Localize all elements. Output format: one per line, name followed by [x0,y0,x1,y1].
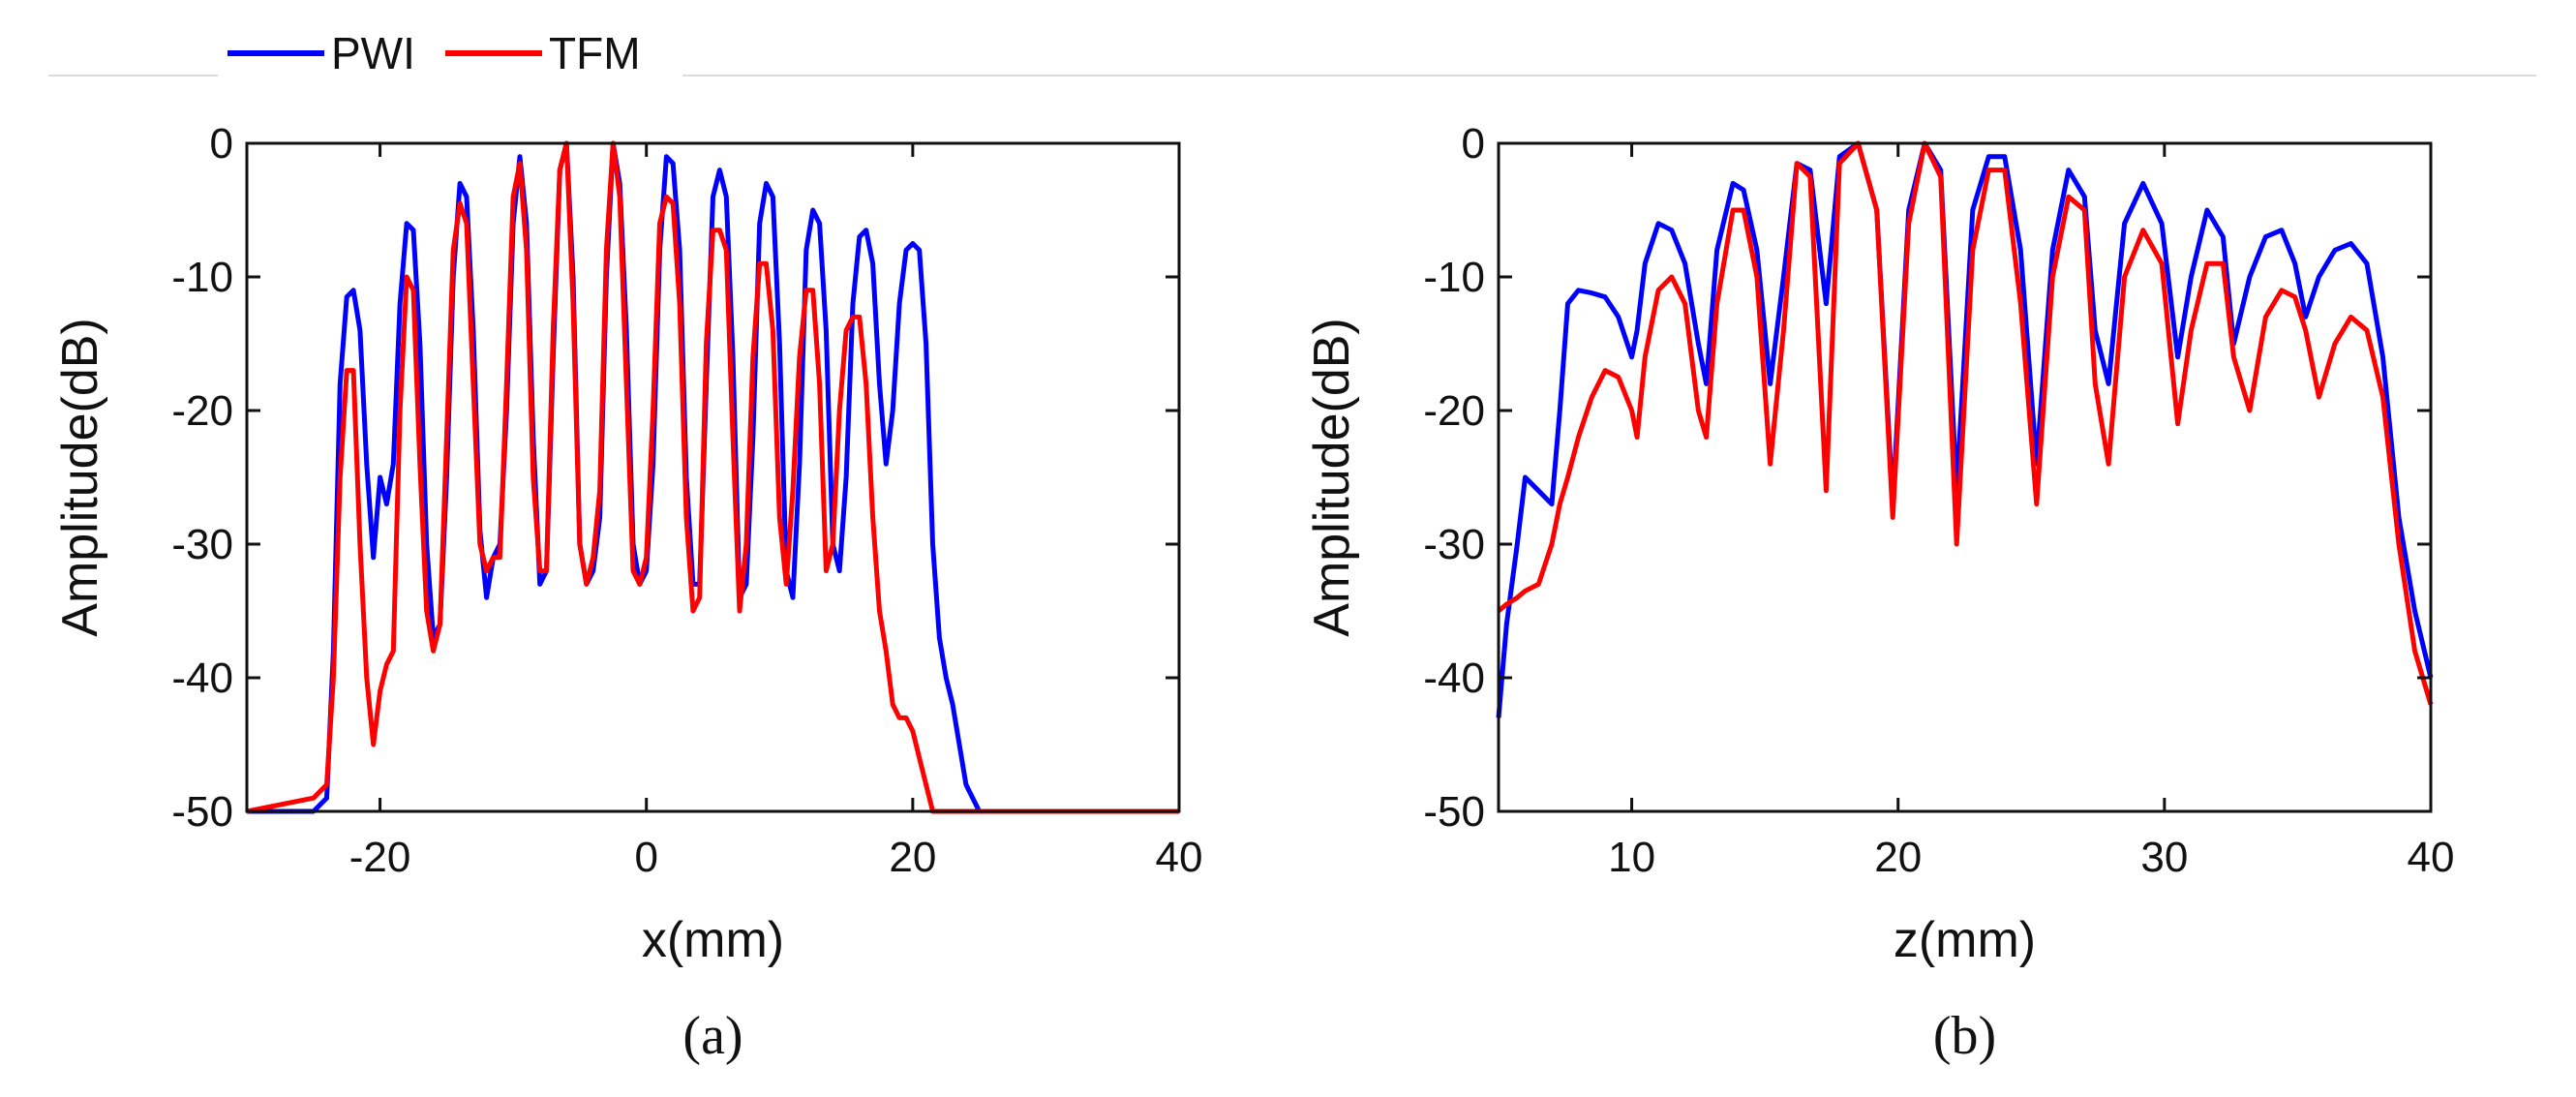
legend-label-pwi: PWI [331,28,415,78]
x-tick-label-a: 20 [889,834,936,881]
x-axis-b: 10 20 30 40 [1608,143,2454,881]
y-tick-label-b: -50 [1423,788,1485,836]
y-tick-label-a: -20 [171,387,233,435]
y-tick-label-b: 0 [1462,120,1485,168]
x-tick-label-b: 10 [1608,834,1655,881]
x-axis-label-b: z(mm) [1894,912,2036,968]
x-axis-label-a: x(mm) [642,912,784,968]
y-tick-label-b: -30 [1423,521,1485,568]
plot-area-a [246,140,1179,814]
y-axis-label-a: Amplitude(dB) [52,318,108,636]
x-tick-label-b: 40 [2408,834,2455,881]
legend: PWI TFM [218,19,682,87]
y-axis-b: 0 -10 -20 -30 -40 -50 [1423,120,2431,836]
chart-panel-b: 0-10-20-30-40-50 10 20 30 40 Amplitude(dB) … [1304,120,2454,1066]
x-tick-label-a: -20 [349,834,411,881]
x-tick-label-b: 20 [1874,834,1922,881]
legend-label-tfm: TFM [549,28,641,78]
y-axis-a: 0 -10 -20 -30 -40 -50 [171,120,1179,836]
x-axis-a: -20 0 20 40 [349,143,1203,881]
y-tick-label-a: -40 [171,655,233,702]
y-tick-label-a: -50 [171,788,233,836]
x-tick-label-b: 30 [2140,834,2188,881]
y-tick-label-a: -10 [171,254,233,301]
plot-area-b [1496,140,2434,718]
caption-a: (a) [682,1006,742,1066]
axes-frame-a [245,141,1181,813]
y-tick-label-b: -40 [1423,655,1485,702]
series-line-tfm-b [1497,140,2434,706]
caption-b: (b) [1933,1006,1996,1066]
axes-frame-b [1497,141,2433,813]
x-tick-label-a: 40 [1156,834,1203,881]
x-tick-label-a: 0 [634,834,657,881]
y-tick-label-a: -30 [171,521,233,568]
y-tick-label-b: -10 [1423,254,1485,301]
chart-panel-a: 0-10-20-30-40-50 -20 0 20 40 Amplitude(dB) … [52,120,1202,1066]
y-tick-label-a: 0 [210,120,233,168]
series-line-tfm-a [246,140,1179,814]
y-tick-label-b: -20 [1423,387,1485,435]
y-axis-label-b: Amplitude(dB) [1304,318,1360,636]
